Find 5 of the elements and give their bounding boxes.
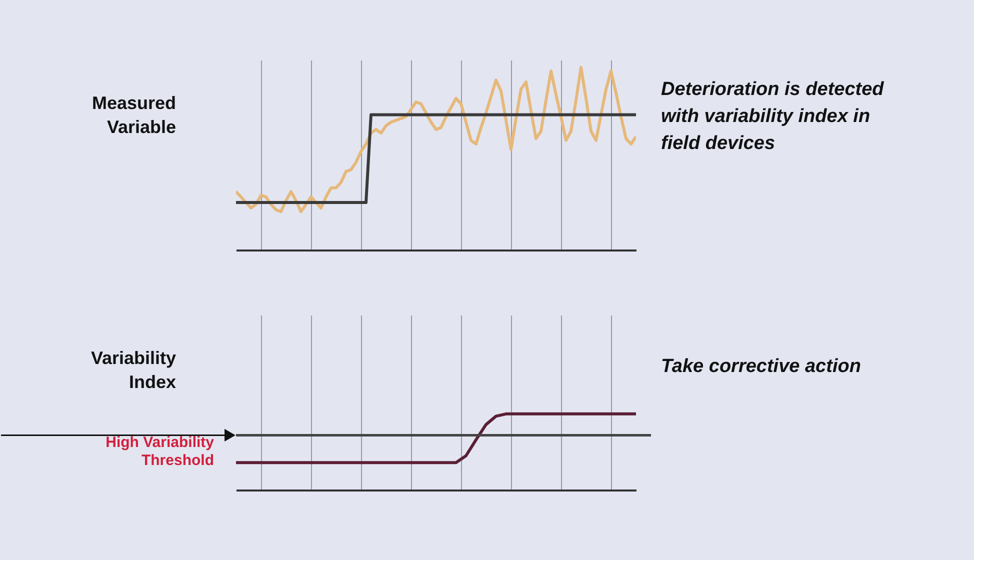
y-axis-title: Variability Index [90, 348, 176, 392]
y-axis-title: Measured Variable [92, 93, 176, 137]
text: Take corrective action [661, 356, 861, 377]
text: Deterioration is detected with variability index in field devices [661, 79, 884, 154]
ref-line-label: High Variability Threshold [106, 434, 215, 470]
